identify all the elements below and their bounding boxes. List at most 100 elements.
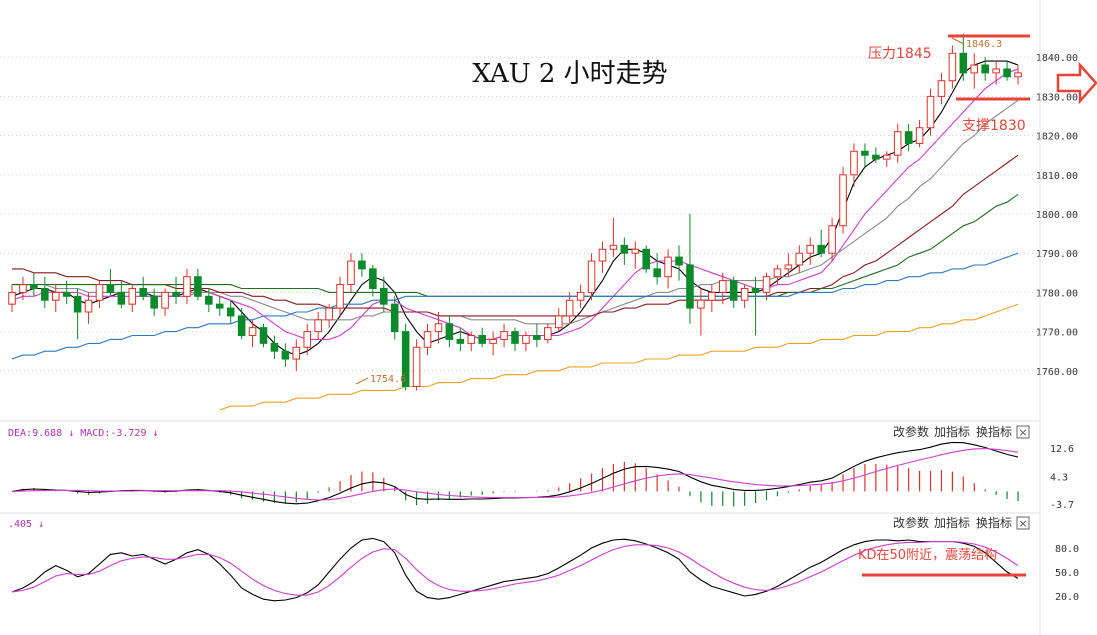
candlestick [51,284,60,312]
candle-body [467,335,476,344]
candle-body [1003,68,1011,78]
candlestick [708,284,716,312]
candle-body [8,291,16,305]
candle-body [303,331,312,348]
candlestick [729,276,738,309]
main-y-tick-label: 1780.00 [1036,288,1078,299]
candlestick [554,308,563,332]
candlestick [773,264,782,285]
candlestick [1014,65,1022,85]
macd-y-tick-label: 12.6 [1050,444,1074,455]
candlestick [762,272,771,301]
main-y-tick-label: 1840.00 [1036,53,1078,64]
high-marker-pointer [951,37,965,45]
candlestick [795,245,804,273]
candle-body [325,307,333,321]
macd-close-button[interactable] [1016,425,1030,439]
candlestick [380,276,388,312]
candle-body [51,291,60,301]
candlestick [697,288,705,336]
candle-body [237,315,246,337]
candlestick [718,272,727,305]
kd-d-line [11,541,1019,596]
candle-body [708,291,716,301]
candlestick [467,331,476,352]
ma-line-ma250 [219,303,1019,411]
candlestick [609,217,618,258]
kd-add-indicator-button[interactable]: 加指标 [934,515,970,530]
macd-dif-line [11,441,1019,505]
candlestick [653,253,661,285]
candle-body [390,303,399,333]
main-y-tick-label: 1790.00 [1036,249,1078,260]
candle-body [73,295,82,313]
candlestick [30,272,38,297]
candle-body [270,342,279,352]
kd-change-params-button[interactable]: 改参数 [893,515,929,530]
candlestick [587,253,596,301]
macd-change-params-button[interactable]: 改参数 [893,424,929,439]
candlestick [959,33,968,81]
candlestick [686,214,694,324]
candlestick [806,237,815,265]
candle-body [795,252,804,266]
macd-add-indicator-button[interactable]: 加指标 [934,424,970,439]
macd-panel: 12.6 4.3 -3.7 [11,441,1074,511]
candle-body [937,80,946,97]
candle-body [642,248,650,270]
candlestick [325,304,333,328]
kd-k-line [11,537,1019,602]
candle-body [84,299,93,313]
candle-body [336,284,344,309]
candlestick [576,284,585,309]
candle-body [686,264,694,309]
candle-body [215,303,224,309]
candlestick [161,288,169,316]
grid-layer [0,56,1040,372]
candlestick [423,323,432,356]
candlestick [281,343,290,367]
candlestick [675,245,683,281]
macd-dea-line [11,448,1019,501]
candlestick [237,308,246,340]
candle-body [41,287,49,301]
candle-body [828,225,836,254]
candle-body [281,350,290,360]
candlestick [412,339,421,391]
low-marker-pointer [355,377,369,385]
candle-body [489,338,497,344]
macd-indicator-text: DEA:9.688 ↓ MACD:-3.729 ↓ [8,428,159,439]
ma-line-ma120 [11,252,1019,360]
candle-body [117,291,126,305]
candlestick [893,123,902,164]
candle-body [544,327,552,340]
candle-body [872,154,880,160]
candlestick [751,276,760,336]
chart-title: XAU 2 小时走势 [472,59,667,89]
candlestick [478,327,486,348]
main-y-tick-label: 1800.00 [1036,210,1078,221]
candle-body [226,307,235,317]
candle-body [959,52,968,74]
candle-body [817,244,825,254]
candlestick [106,268,115,297]
candlestick [19,276,27,301]
macd-switch-indicator-button[interactable]: 换指标 [976,424,1012,439]
main-y-tick-label: 1820.00 [1036,132,1078,143]
kd-close-button[interactable] [1016,516,1030,530]
candlestick [358,253,366,277]
candlestick [172,276,180,305]
kd-switch-indicator-button[interactable]: 换指标 [976,515,1012,530]
candlestick [784,253,793,277]
candlestick [981,57,989,81]
candlestick [139,276,147,301]
candle-body [62,291,71,297]
kd-indicator-text: .405 ↓ [8,519,44,530]
candle-body [1014,72,1022,78]
candle-body [500,331,508,340]
candle-body [697,299,705,309]
candlestick [456,327,465,352]
candlestick [664,249,672,289]
candle-body [205,295,213,305]
